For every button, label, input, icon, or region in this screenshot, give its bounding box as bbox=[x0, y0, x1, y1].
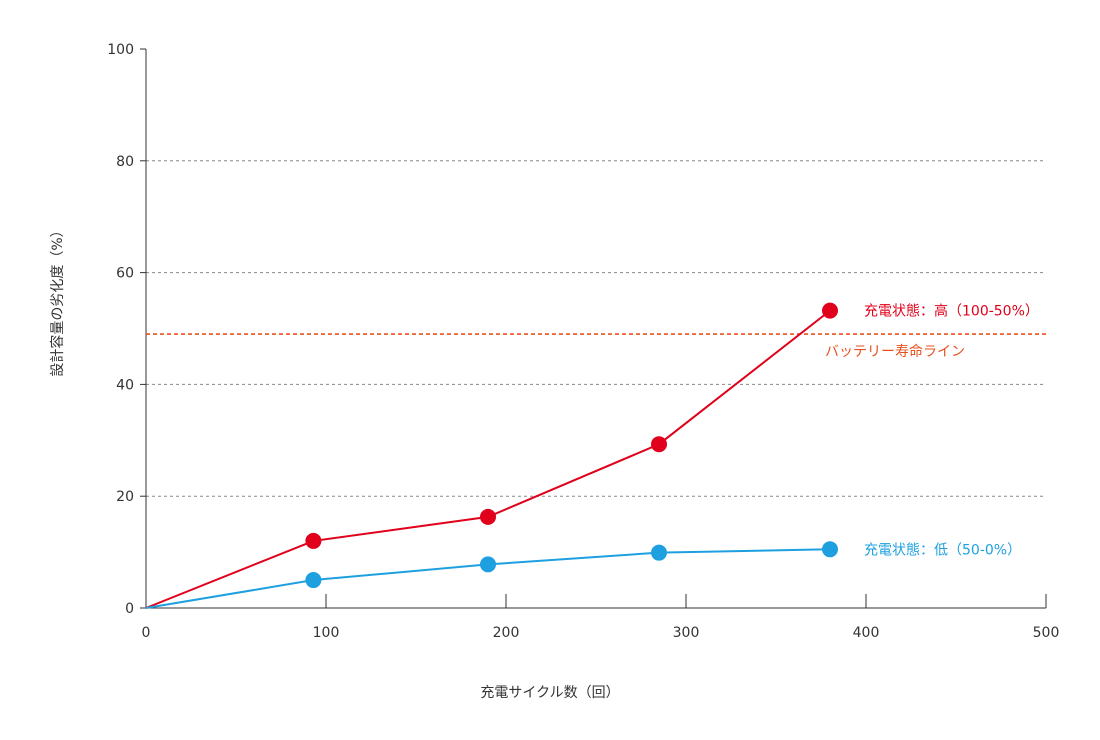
axis-layer: 0 20 40 60 80 100 0 100 200 300 400 500 bbox=[107, 42, 1059, 641]
series-label-1: 充電状態：高（100-50%） bbox=[864, 303, 1039, 320]
data-point bbox=[305, 532, 322, 549]
x-axis-title: 充電サイクル数（回） bbox=[480, 685, 619, 701]
series-label-2: 充電状態：低（50-0%） bbox=[864, 542, 1021, 558]
data-point bbox=[480, 556, 496, 573]
y-tick-label: 80 bbox=[116, 154, 134, 170]
reference-layer: バッテリー寿命ライン bbox=[146, 333, 1046, 360]
x-tick-label: 500 bbox=[1033, 625, 1060, 641]
grid-layer bbox=[146, 160, 1046, 497]
data-point bbox=[822, 302, 838, 319]
data-point bbox=[480, 508, 496, 525]
y-tick-label: 20 bbox=[116, 489, 134, 505]
x-tick-label: 400 bbox=[853, 625, 880, 641]
y-tick-label: 0 bbox=[125, 601, 134, 617]
x-tick-label: 0 bbox=[142, 625, 151, 641]
y-tick-label: 100 bbox=[107, 42, 134, 58]
data-point bbox=[822, 541, 838, 558]
data-point bbox=[305, 572, 322, 589]
reference-line-label: バッテリー寿命ライン bbox=[825, 343, 965, 360]
y-tick-label: 40 bbox=[116, 377, 134, 393]
x-tick-label: 100 bbox=[313, 625, 340, 641]
x-tick-label: 200 bbox=[493, 625, 520, 641]
series-layer: 充電状態：高（100-50%） 充電状態：低（50-0%） bbox=[145, 302, 1039, 609]
x-tick-label: 300 bbox=[673, 625, 700, 641]
data-point bbox=[651, 436, 667, 453]
y-axis-title: 設計容量の劣化度（%） bbox=[49, 223, 66, 376]
data-point bbox=[651, 544, 667, 561]
y-tick-label: 60 bbox=[116, 266, 134, 282]
